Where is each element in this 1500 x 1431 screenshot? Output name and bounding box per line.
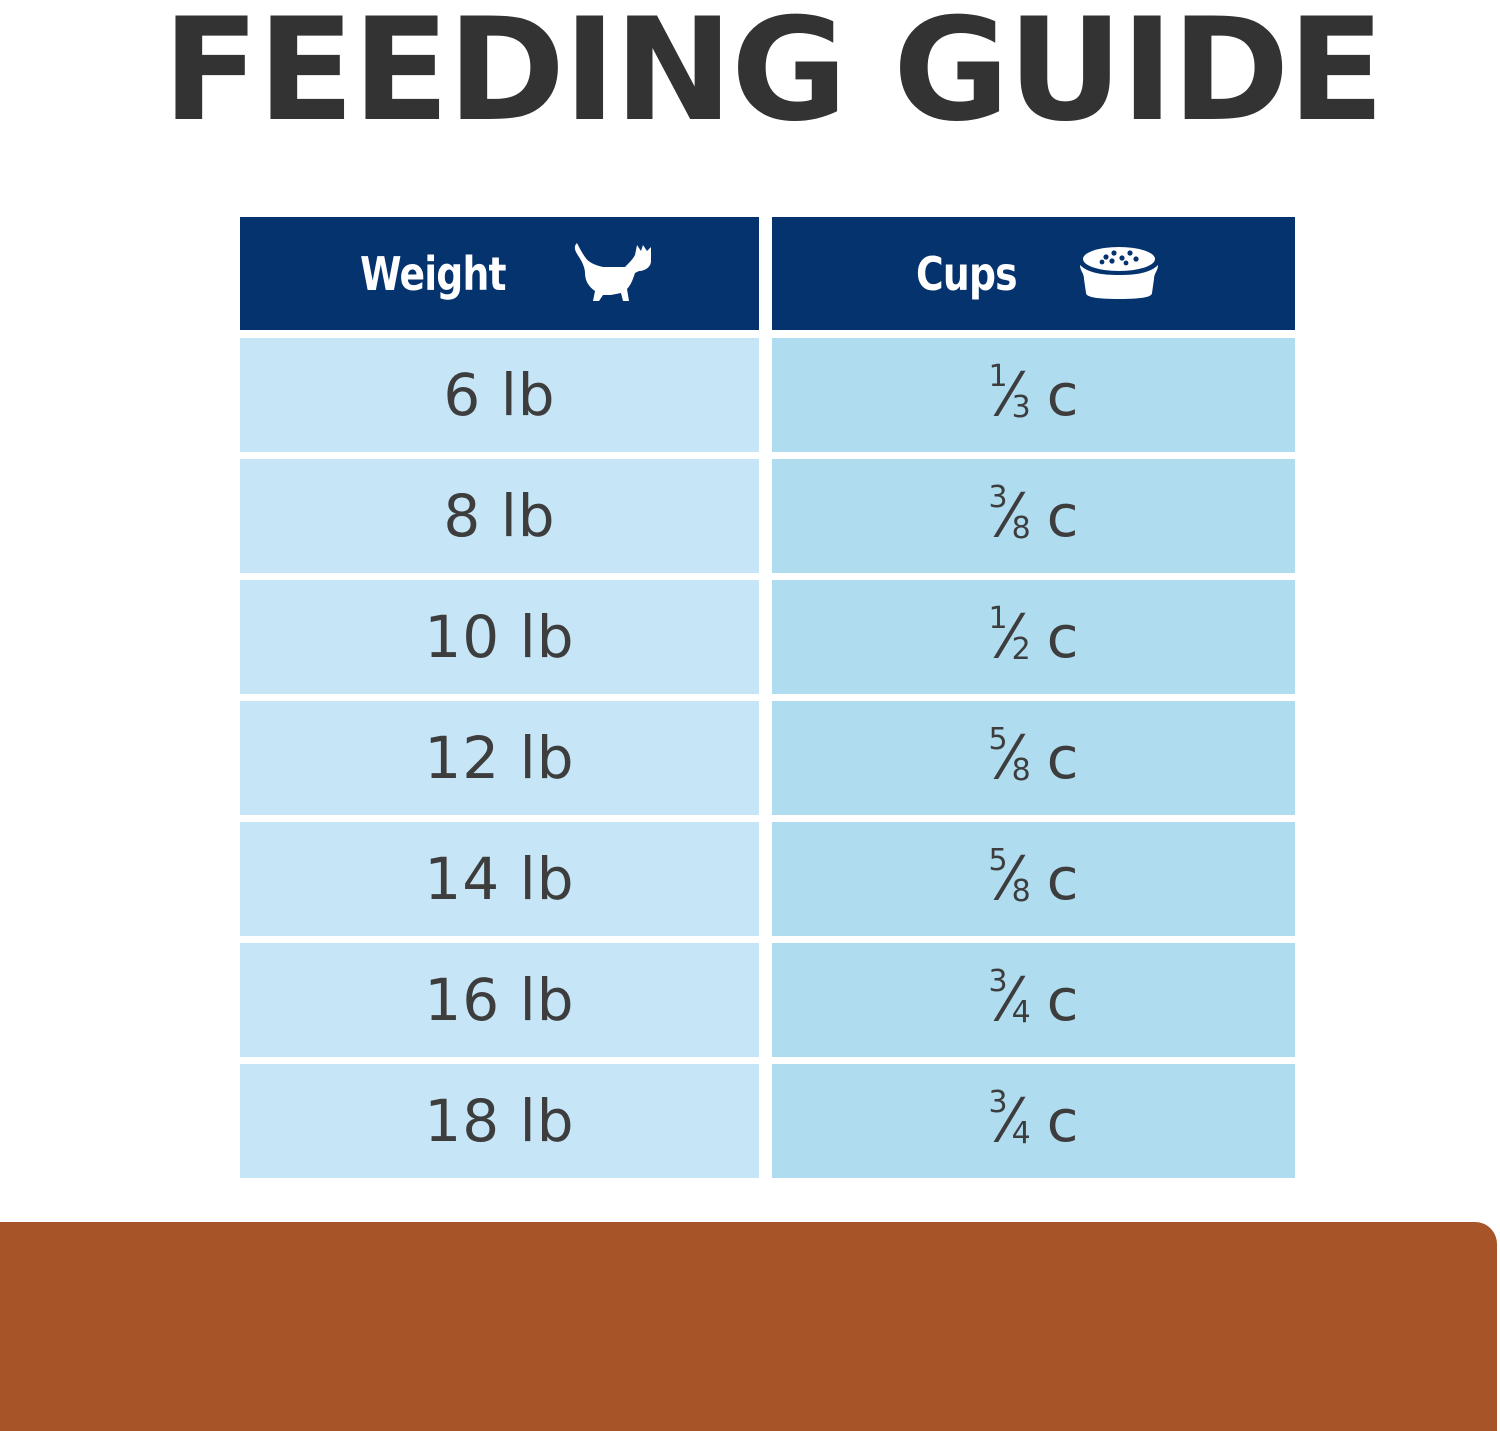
cups-cell: 3 ⁄ 4 c	[772, 1064, 1295, 1178]
cups-cell: 5 ⁄ 8 c	[772, 822, 1295, 936]
fraction-slash: ⁄	[1004, 481, 1015, 551]
cups-unit: c	[1046, 966, 1079, 1034]
cups-denominator: 8	[1011, 753, 1031, 788]
cups-unit: c	[1046, 482, 1079, 550]
fraction-slash: ⁄	[1004, 844, 1015, 914]
cups-numerator: 5	[988, 722, 1008, 757]
cups-cell: 1 ⁄ 2 c	[772, 580, 1295, 694]
header-cups-label: Cups	[916, 246, 1018, 301]
weight-cell: 16 lb	[240, 943, 759, 1057]
fraction-slash: ⁄	[1004, 602, 1015, 672]
food-bowl-icon	[1076, 243, 1162, 305]
cat-icon	[569, 239, 655, 309]
cups-value: 5 ⁄ 8 c	[988, 843, 1079, 914]
cups-numerator: 3	[988, 964, 1008, 999]
cups-cell: 1 ⁄ 3 c	[772, 338, 1295, 452]
cups-cell: 5 ⁄ 8 c	[772, 701, 1295, 815]
cups-unit: c	[1046, 1087, 1079, 1155]
cups-value: 5 ⁄ 8 c	[988, 722, 1079, 793]
cups-denominator: 8	[1011, 511, 1031, 546]
page-title: FEEDING GUIDE	[162, 0, 1384, 153]
fraction-slash: ⁄	[1004, 360, 1015, 430]
weight-value: 14 lb	[424, 845, 575, 913]
cups-denominator: 2	[1011, 632, 1031, 667]
cups-numerator: 3	[988, 1085, 1008, 1120]
cups-denominator: 8	[1011, 874, 1031, 909]
cups-unit: c	[1046, 361, 1079, 429]
cups-denominator: 4	[1011, 995, 1031, 1030]
cups-unit: c	[1046, 724, 1079, 792]
weight-value: 8 lb	[443, 482, 556, 550]
weight-cell: 6 lb	[240, 338, 759, 452]
cups-denominator: 4	[1011, 1116, 1031, 1151]
header-weight-label: Weight	[359, 246, 507, 301]
fraction-slash: ⁄	[1004, 1086, 1015, 1156]
weight-cell: 10 lb	[240, 580, 759, 694]
cups-value: 3 ⁄ 8 c	[988, 480, 1079, 551]
cups-numerator: 1	[988, 601, 1008, 636]
cups-unit: c	[1046, 845, 1079, 913]
fraction-slash: ⁄	[1004, 965, 1015, 1035]
weight-value: 6 lb	[443, 361, 556, 429]
weight-value: 18 lb	[424, 1087, 575, 1155]
weight-cell: 14 lb	[240, 822, 759, 936]
cups-numerator: 3	[988, 480, 1008, 515]
cups-value: 3 ⁄ 4 c	[988, 964, 1079, 1035]
header-weight: Weight	[240, 217, 759, 330]
weight-value: 10 lb	[424, 603, 575, 671]
fraction-slash: ⁄	[1004, 723, 1015, 793]
cups-denominator: 3	[1011, 390, 1031, 425]
cups-numerator: 5	[988, 843, 1008, 878]
cups-value: 1 ⁄ 2 c	[988, 601, 1079, 672]
header-cups: Cups	[772, 217, 1295, 330]
cups-numerator: 1	[988, 359, 1008, 394]
weight-cell: 18 lb	[240, 1064, 759, 1178]
weight-cell: 12 lb	[240, 701, 759, 815]
weight-value: 12 lb	[424, 724, 575, 792]
cups-cell: 3 ⁄ 8 c	[772, 459, 1295, 573]
cups-value: 3 ⁄ 4 c	[988, 1085, 1079, 1156]
cups-value: 1 ⁄ 3 c	[988, 359, 1079, 430]
weight-value: 16 lb	[424, 966, 575, 1034]
cups-cell: 3 ⁄ 4 c	[772, 943, 1295, 1057]
bottom-color-band	[0, 1222, 1497, 1431]
feeding-table: Weight Cups 6 lb 1 ⁄ 3 c 8 lb 3 ⁄ 8 c 10 lb 1 ⁄ 2 c	[240, 217, 1296, 1179]
cups-unit: c	[1046, 603, 1079, 671]
weight-cell: 8 lb	[240, 459, 759, 573]
